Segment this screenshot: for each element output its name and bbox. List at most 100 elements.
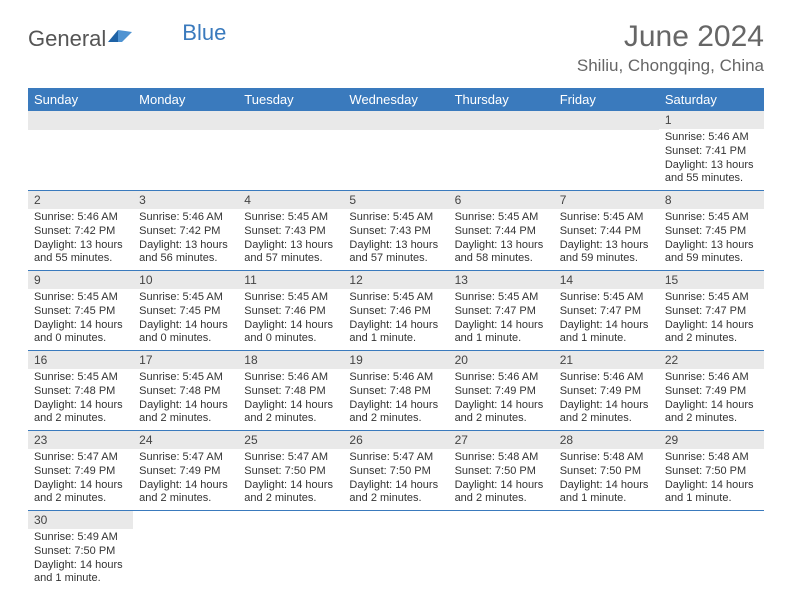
sunset-text: Sunset: 7:50 PM — [455, 465, 548, 479]
col-tuesday: Tuesday — [238, 88, 343, 111]
day-cell — [133, 511, 238, 591]
day-number: 6 — [449, 191, 554, 209]
day-details: Sunrise: 5:47 AMSunset: 7:50 PMDaylight:… — [238, 449, 343, 510]
sunrise-text: Sunrise: 5:47 AM — [139, 451, 232, 465]
day-cell: 8Sunrise: 5:45 AMSunset: 7:45 PMDaylight… — [659, 191, 764, 271]
day-number: 5 — [343, 191, 448, 209]
day-number: 28 — [554, 431, 659, 449]
day-number: 18 — [238, 351, 343, 369]
sunrise-text: Sunrise: 5:47 AM — [34, 451, 127, 465]
month-title: June 2024 — [577, 20, 764, 54]
sunrise-text: Sunrise: 5:45 AM — [244, 211, 337, 225]
logo: General Blue — [28, 26, 226, 52]
day-cell — [343, 111, 448, 191]
daylight-text: Daylight: 14 hours and 0 minutes. — [244, 319, 337, 347]
day-details: Sunrise: 5:45 AMSunset: 7:43 PMDaylight:… — [343, 209, 448, 270]
daylight-text: Daylight: 14 hours and 2 minutes. — [34, 479, 127, 507]
daylight-text: Daylight: 14 hours and 2 minutes. — [455, 479, 548, 507]
sunrise-text: Sunrise: 5:47 AM — [349, 451, 442, 465]
daylight-text: Daylight: 14 hours and 1 minute. — [560, 319, 653, 347]
day-cell: 6Sunrise: 5:45 AMSunset: 7:44 PMDaylight… — [449, 191, 554, 271]
daylight-text: Daylight: 13 hours and 55 minutes. — [34, 239, 127, 267]
day-number: 10 — [133, 271, 238, 289]
sunset-text: Sunset: 7:48 PM — [349, 385, 442, 399]
day-number — [343, 511, 448, 530]
day-cell: 3Sunrise: 5:46 AMSunset: 7:42 PMDaylight… — [133, 191, 238, 271]
day-details: Sunrise: 5:45 AMSunset: 7:47 PMDaylight:… — [554, 289, 659, 350]
daylight-text: Daylight: 14 hours and 2 minutes. — [244, 479, 337, 507]
sunset-text: Sunset: 7:41 PM — [665, 145, 758, 159]
day-number: 16 — [28, 351, 133, 369]
day-cell: 2Sunrise: 5:46 AMSunset: 7:42 PMDaylight… — [28, 191, 133, 271]
sunrise-text: Sunrise: 5:48 AM — [455, 451, 548, 465]
day-details: Sunrise: 5:47 AMSunset: 7:49 PMDaylight:… — [133, 449, 238, 510]
day-number: 2 — [28, 191, 133, 209]
sunset-text: Sunset: 7:50 PM — [244, 465, 337, 479]
day-number: 8 — [659, 191, 764, 209]
daylight-text: Daylight: 13 hours and 59 minutes. — [560, 239, 653, 267]
day-details: Sunrise: 5:46 AMSunset: 7:49 PMDaylight:… — [554, 369, 659, 430]
flag-icon — [108, 28, 134, 51]
day-details: Sunrise: 5:45 AMSunset: 7:47 PMDaylight:… — [659, 289, 764, 350]
day-number: 26 — [343, 431, 448, 449]
daylight-text: Daylight: 14 hours and 2 minutes. — [34, 399, 127, 427]
day-number: 30 — [28, 511, 133, 529]
daylight-text: Daylight: 14 hours and 2 minutes. — [665, 319, 758, 347]
day-details: Sunrise: 5:45 AMSunset: 7:44 PMDaylight:… — [554, 209, 659, 270]
daylight-text: Daylight: 14 hours and 2 minutes. — [665, 399, 758, 427]
daylight-text: Daylight: 13 hours and 57 minutes. — [349, 239, 442, 267]
day-number: 12 — [343, 271, 448, 289]
sunset-text: Sunset: 7:49 PM — [560, 385, 653, 399]
sunrise-text: Sunrise: 5:45 AM — [455, 211, 548, 225]
sunset-text: Sunset: 7:45 PM — [665, 225, 758, 239]
day-cell — [554, 511, 659, 591]
day-cell — [238, 511, 343, 591]
week-row: 30Sunrise: 5:49 AMSunset: 7:50 PMDayligh… — [28, 511, 764, 591]
sunset-text: Sunset: 7:50 PM — [665, 465, 758, 479]
daylight-text: Daylight: 13 hours and 57 minutes. — [244, 239, 337, 267]
day-details: Sunrise: 5:49 AMSunset: 7:50 PMDaylight:… — [28, 529, 133, 590]
sunrise-text: Sunrise: 5:46 AM — [349, 371, 442, 385]
day-number — [133, 511, 238, 530]
day-number: 7 — [554, 191, 659, 209]
sunrise-text: Sunrise: 5:46 AM — [665, 371, 758, 385]
daylight-text: Daylight: 14 hours and 2 minutes. — [349, 479, 442, 507]
day-cell — [659, 511, 764, 591]
sunrise-text: Sunrise: 5:45 AM — [665, 211, 758, 225]
day-number — [554, 511, 659, 530]
day-cell: 17Sunrise: 5:45 AMSunset: 7:48 PMDayligh… — [133, 351, 238, 431]
col-monday: Monday — [133, 88, 238, 111]
sunrise-text: Sunrise: 5:45 AM — [139, 371, 232, 385]
day-number: 9 — [28, 271, 133, 289]
day-cell: 21Sunrise: 5:46 AMSunset: 7:49 PMDayligh… — [554, 351, 659, 431]
day-cell: 16Sunrise: 5:45 AMSunset: 7:48 PMDayligh… — [28, 351, 133, 431]
day-details: Sunrise: 5:48 AMSunset: 7:50 PMDaylight:… — [659, 449, 764, 510]
day-number: 3 — [133, 191, 238, 209]
day-number — [659, 511, 764, 530]
day-details: Sunrise: 5:45 AMSunset: 7:45 PMDaylight:… — [659, 209, 764, 270]
daylight-text: Daylight: 13 hours and 55 minutes. — [665, 159, 758, 187]
day-details: Sunrise: 5:45 AMSunset: 7:47 PMDaylight:… — [449, 289, 554, 350]
day-cell: 26Sunrise: 5:47 AMSunset: 7:50 PMDayligh… — [343, 431, 448, 511]
day-number: 22 — [659, 351, 764, 369]
day-number: 11 — [238, 271, 343, 289]
daylight-text: Daylight: 14 hours and 2 minutes. — [244, 399, 337, 427]
day-number — [238, 111, 343, 130]
daylight-text: Daylight: 14 hours and 1 minute. — [34, 559, 127, 587]
daylight-text: Daylight: 14 hours and 1 minute. — [560, 479, 653, 507]
col-saturday: Saturday — [659, 88, 764, 111]
week-row: 2Sunrise: 5:46 AMSunset: 7:42 PMDaylight… — [28, 191, 764, 271]
daylight-text: Daylight: 14 hours and 1 minute. — [349, 319, 442, 347]
sunset-text: Sunset: 7:48 PM — [244, 385, 337, 399]
sunrise-text: Sunrise: 5:46 AM — [244, 371, 337, 385]
sunset-text: Sunset: 7:49 PM — [34, 465, 127, 479]
day-cell: 30Sunrise: 5:49 AMSunset: 7:50 PMDayligh… — [28, 511, 133, 591]
day-cell: 18 Sunrise: 5:46 AMSunset: 7:48 PMDayligh… — [238, 351, 343, 431]
day-number: 1 — [659, 111, 764, 129]
day-cell: 19Sunrise: 5:46 AMSunset: 7:48 PMDayligh… — [343, 351, 448, 431]
day-number: 29 — [659, 431, 764, 449]
daylight-text: Daylight: 13 hours and 59 minutes. — [665, 239, 758, 267]
location: Shiliu, Chongqing, China — [577, 56, 764, 76]
day-details: Sunrise: 5:46 AMSunset: 7:48 PMDaylight:… — [343, 369, 448, 430]
sunrise-text: Sunrise: 5:45 AM — [34, 291, 127, 305]
